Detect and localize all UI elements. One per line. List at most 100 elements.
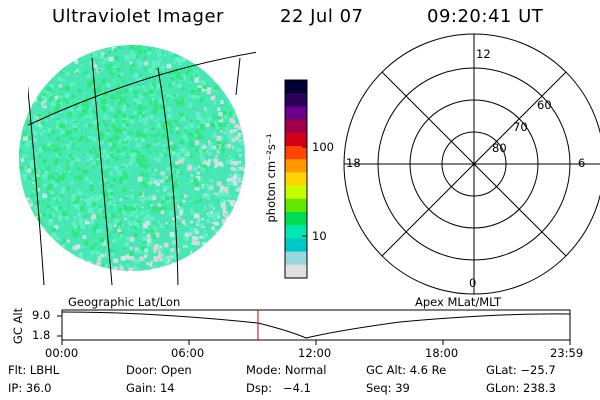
uv-speckle — [104, 165, 108, 169]
uv-speckle — [219, 234, 224, 239]
uv-speckle — [47, 220, 53, 225]
uv-speckle — [77, 47, 80, 51]
uv-speckle — [180, 93, 185, 99]
uv-speckle — [122, 97, 127, 102]
uv-speckle — [161, 173, 165, 177]
uv-speckle — [162, 240, 165, 243]
uv-speckle — [239, 65, 243, 69]
uv-speckle — [113, 224, 117, 228]
uv-speckle — [42, 108, 45, 111]
uv-speckle — [144, 128, 150, 133]
uv-speckle — [197, 56, 200, 59]
uv-speckle — [212, 212, 216, 217]
uv-speckle — [77, 79, 81, 83]
uv-speckle — [222, 70, 228, 76]
uv-speckle — [51, 191, 54, 195]
uv-speckle — [24, 77, 29, 81]
uv-speckle — [19, 102, 24, 106]
uv-speckle — [108, 45, 111, 47]
uv-speckle — [95, 215, 100, 220]
uv-speckle — [246, 239, 248, 241]
uv-speckle — [227, 199, 230, 203]
uv-speckle — [35, 254, 39, 258]
uv-speckle — [161, 195, 165, 200]
uv-speckle — [156, 123, 162, 128]
uv-speckle — [121, 80, 125, 83]
uv-speckle — [44, 232, 48, 236]
uv-speckle — [123, 130, 127, 134]
uv-speckle — [193, 244, 196, 247]
uv-speckle — [221, 46, 225, 51]
uv-speckle — [241, 87, 245, 93]
uv-speckle — [35, 83, 38, 86]
uv-speckle — [150, 168, 153, 171]
uv-speckle — [92, 94, 95, 97]
uv-speckle — [24, 247, 28, 251]
uv-speckle — [83, 92, 87, 95]
uv-speckle — [209, 77, 212, 80]
uv-speckle — [232, 145, 235, 148]
uv-speckle — [20, 58, 25, 63]
uv-speckle — [102, 91, 108, 97]
uv-speckle — [229, 136, 235, 142]
uv-speckle — [40, 121, 45, 125]
uv-speckle — [128, 267, 133, 271]
uv-speckle — [237, 194, 241, 198]
uv-speckle — [144, 100, 149, 105]
uv-speckle — [147, 136, 152, 141]
uv-speckle — [124, 142, 128, 147]
uv-speckle — [233, 77, 237, 82]
uv-speckle — [107, 137, 113, 143]
uv-speckle — [163, 47, 167, 51]
uv-speckle — [23, 214, 28, 219]
uv-speckle — [117, 228, 121, 232]
uv-speckle — [36, 174, 40, 177]
uv-speckle — [162, 144, 166, 147]
uv-speckle — [32, 76, 37, 81]
uv-speckle — [47, 127, 53, 133]
uv-speckle — [80, 271, 84, 275]
uv-speckle — [107, 196, 112, 201]
uv-speckle — [146, 237, 152, 243]
uv-speckle — [114, 218, 120, 223]
uv-speckle — [212, 168, 217, 173]
uv-speckle — [183, 235, 187, 240]
uv-speckle — [129, 118, 135, 124]
uv-speckle — [68, 58, 71, 62]
uv-speckle — [77, 128, 81, 131]
uv-speckle — [34, 73, 39, 78]
uv-speckle — [68, 154, 72, 158]
uv-speckle — [20, 169, 24, 173]
uv-speckle — [129, 45, 135, 50]
uv-speckle — [19, 231, 22, 234]
uv-speckle — [130, 199, 134, 203]
uv-speckle — [176, 83, 182, 89]
uv-speckle — [24, 237, 30, 242]
uv-speckle — [164, 262, 169, 268]
uv-speckle — [191, 58, 196, 63]
uv-speckle — [54, 46, 57, 49]
uv-speckle — [22, 140, 26, 144]
colorbar-segment — [285, 225, 307, 239]
uv-speckle — [222, 192, 227, 197]
uv-speckle — [74, 59, 79, 64]
uv-speckle — [177, 123, 181, 127]
uv-speckle — [19, 233, 25, 239]
uv-speckle — [148, 100, 153, 105]
uv-speckle — [222, 71, 227, 77]
uv-speckle — [80, 112, 85, 117]
uv-speckle — [188, 94, 192, 98]
uv-speckle — [212, 74, 216, 78]
uv-speckle — [168, 223, 173, 227]
uv-speckle — [116, 243, 120, 247]
uv-speckle — [110, 100, 114, 104]
uv-speckle — [212, 50, 216, 54]
uv-speckle — [136, 158, 139, 161]
uv-speckle — [77, 191, 82, 196]
uv-speckle — [76, 265, 80, 269]
uv-speckle — [114, 227, 118, 231]
uv-speckle — [229, 254, 233, 258]
uv-speckle — [206, 168, 209, 172]
uv-speckle — [43, 129, 46, 133]
uv-speckle — [25, 180, 28, 183]
